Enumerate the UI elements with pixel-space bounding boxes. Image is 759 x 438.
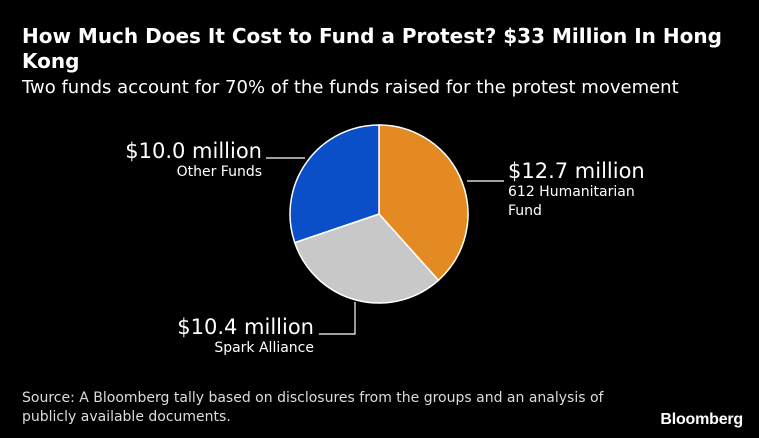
slice-value-label-other-funds: $10.0 million (125, 139, 262, 163)
chart-subtitle: Two funds account for 70% of the funds r… (22, 77, 679, 98)
pie-slice-612-humanitarian-fund (378, 124, 469, 282)
slice-value-label-spark-alliance: $10.4 million (177, 315, 314, 339)
slice-name-label-spark-alliance: Spark Alliance (214, 340, 314, 356)
pie-slice-spark-alliance (293, 213, 440, 304)
source-note: Source: A Bloomberg tally based on discl… (22, 390, 604, 425)
leader-line-spark-alliance (319, 302, 356, 335)
pie-slice-other-funds (289, 124, 380, 244)
slice-value-label-612-humanitarian-fund: $12.7 million (508, 159, 645, 183)
slice-name-label-other-funds: Other Funds (177, 164, 262, 180)
chart-title: How Much Does It Cost to Fund a Protest?… (22, 24, 722, 73)
bloomberg-logo: Bloomberg (660, 411, 743, 428)
slice-name-label-612-humanitarian-fund: 612 Humanitarian (508, 184, 635, 200)
slice-name-label-612-humanitarian-fund: Fund (508, 203, 542, 219)
